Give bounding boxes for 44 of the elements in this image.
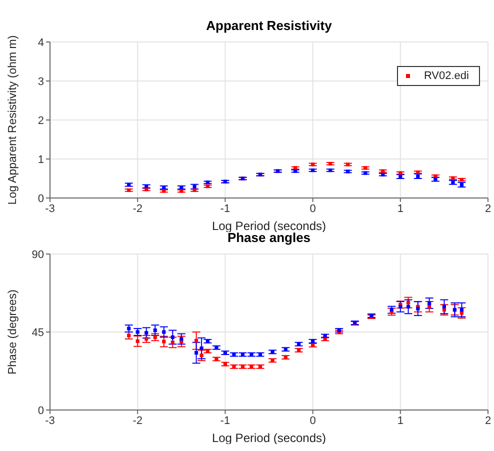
x-tick-label: 2 [484,202,492,215]
x-tick-label: 2 [484,414,492,427]
point [200,346,204,350]
y-tick-label: 45 [32,326,44,339]
y-axis-title: Log Apparent Resistivity (ohm m) [7,35,20,205]
point [170,335,174,339]
chart-title: Apparent Resistivity [205,18,333,33]
point [406,300,410,304]
point [153,335,157,339]
y-tick-label: 3 [38,76,44,88]
point [162,330,166,334]
x-tick-label: -1 [220,202,230,215]
y-tick-label: 0 [38,404,44,417]
point [194,351,198,355]
y-tick-label: 90 [32,248,44,261]
y-axis-title: Phase (degrees) [7,289,20,375]
x-tick-label: -3 [45,202,55,215]
point [162,340,166,344]
y-tick-label: 4 [38,36,44,49]
point [442,304,446,308]
point [460,308,464,312]
x-tick-label: 0 [310,202,316,215]
point [194,338,198,342]
point [144,337,148,341]
legend-label: RV02.edi [424,70,469,82]
point [428,301,432,306]
y-tick-label: 0 [38,192,44,205]
x-tick-label: 1 [397,414,404,427]
point [153,328,157,332]
point [200,354,204,358]
y-tick-label: 1 [38,154,44,166]
x-tick-label: -2 [132,414,142,427]
point [144,331,148,335]
point [170,340,174,344]
point [428,304,432,308]
point [406,304,410,308]
x-tick-label: -2 [132,202,142,215]
x-tick-label: 1 [397,202,404,215]
point [180,337,184,341]
point [136,339,140,343]
x-tick-label: -1 [220,414,230,427]
x-tick-label: 0 [310,414,316,427]
x-tick-label: -3 [45,414,55,427]
y-tick-label: 2 [38,114,44,127]
